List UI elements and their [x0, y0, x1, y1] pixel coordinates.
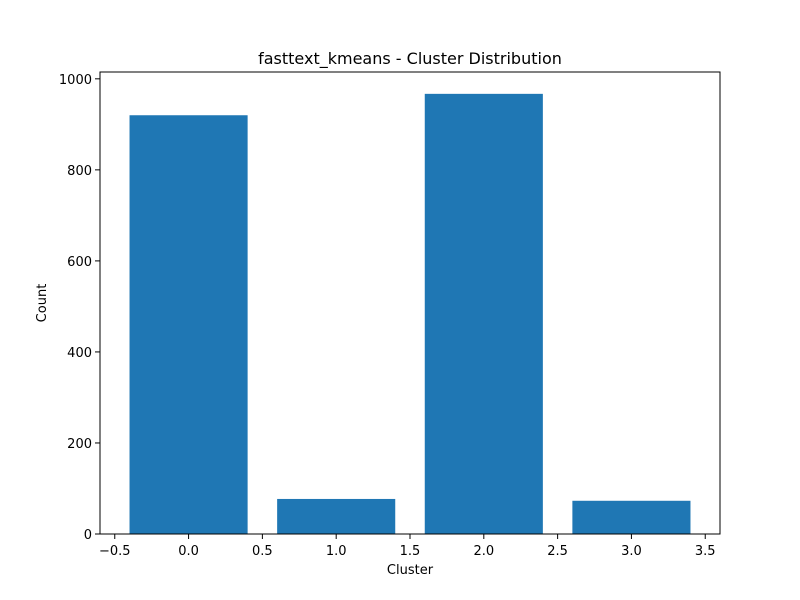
y-tick-label: 1000: [59, 73, 92, 88]
bar-cluster-0: [129, 115, 248, 534]
y-tick-label: 0: [84, 528, 92, 543]
x-tick-label: 1.0: [326, 544, 347, 559]
bar-cluster-1: [277, 498, 396, 534]
chart-title: fasttext_kmeans - Cluster Distribution: [258, 49, 562, 69]
x-tick-label: 3.0: [621, 544, 642, 559]
y-tick-label: 600: [67, 255, 92, 270]
x-tick-label: 2.5: [547, 544, 568, 559]
y-tick-label: 800: [67, 164, 92, 179]
x-axis-ticks: −0.5 0.0 0.5 1.0 1.5 2.0 2.5 3.0 3.5: [99, 534, 716, 559]
y-tick-label: 200: [67, 437, 92, 452]
x-tick-label: 3.5: [695, 544, 716, 559]
x-tick-label: 0.5: [252, 544, 273, 559]
bar-cluster-2: [424, 93, 543, 535]
x-tick-label: 2.0: [473, 544, 494, 559]
y-axis-ticks: 0 200 400 600 800 1000: [59, 73, 100, 543]
y-axis-label: Count: [35, 284, 50, 323]
bar-cluster-3: [572, 500, 691, 534]
bars-group: [129, 93, 691, 535]
x-tick-label: 1.5: [400, 544, 421, 559]
x-tick-label: 0.0: [178, 544, 199, 559]
y-tick-label: 400: [67, 346, 92, 361]
x-axis-label: Cluster: [387, 563, 434, 578]
x-tick-label: −0.5: [99, 544, 131, 559]
